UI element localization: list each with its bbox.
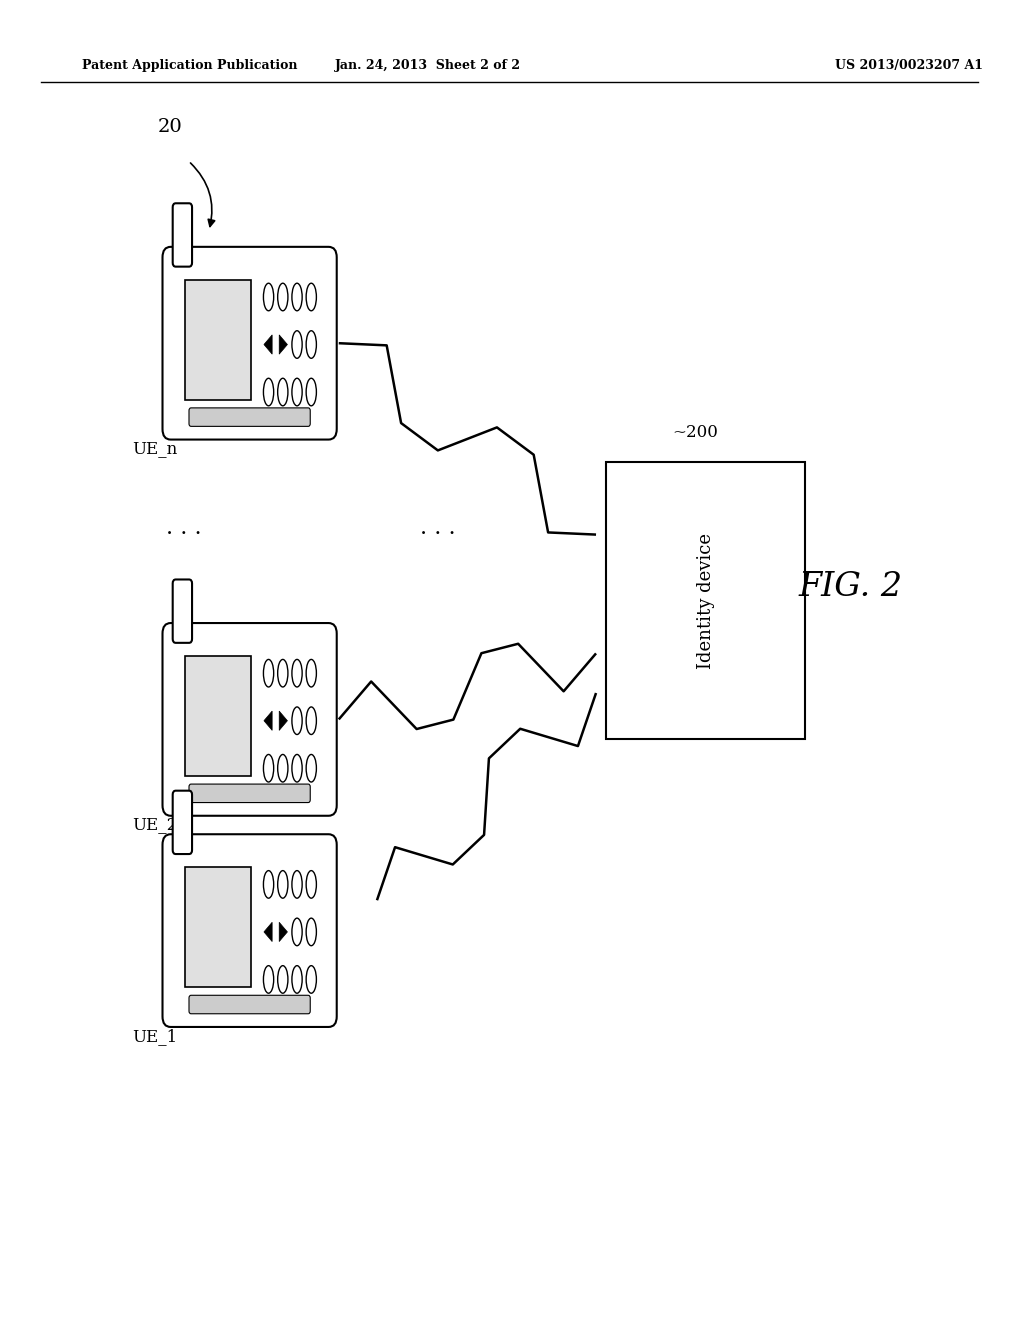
- Ellipse shape: [292, 284, 302, 310]
- Text: ~200: ~200: [673, 425, 718, 441]
- Polygon shape: [264, 923, 272, 941]
- Polygon shape: [264, 711, 272, 730]
- Polygon shape: [280, 711, 288, 730]
- Ellipse shape: [263, 966, 273, 993]
- Text: Jan. 24, 2013  Sheet 2 of 2: Jan. 24, 2013 Sheet 2 of 2: [335, 59, 521, 73]
- FancyBboxPatch shape: [189, 995, 310, 1014]
- FancyBboxPatch shape: [185, 656, 251, 776]
- FancyBboxPatch shape: [173, 791, 193, 854]
- Ellipse shape: [306, 708, 316, 734]
- Ellipse shape: [306, 966, 316, 993]
- Ellipse shape: [306, 755, 316, 781]
- Text: UE_n: UE_n: [132, 441, 178, 457]
- Ellipse shape: [263, 284, 273, 310]
- Text: Identity device: Identity device: [696, 532, 715, 669]
- FancyBboxPatch shape: [163, 623, 337, 816]
- Ellipse shape: [263, 755, 273, 781]
- Text: US 2013/0023207 A1: US 2013/0023207 A1: [836, 59, 983, 73]
- Ellipse shape: [278, 660, 288, 686]
- Ellipse shape: [278, 871, 288, 898]
- Ellipse shape: [292, 331, 302, 358]
- Text: UE_2: UE_2: [132, 817, 178, 833]
- Ellipse shape: [263, 379, 273, 405]
- FancyBboxPatch shape: [185, 867, 251, 987]
- Ellipse shape: [263, 660, 273, 686]
- Ellipse shape: [278, 966, 288, 993]
- Text: FIG. 2: FIG. 2: [799, 572, 903, 603]
- Ellipse shape: [278, 284, 288, 310]
- FancyBboxPatch shape: [163, 247, 337, 440]
- Text: Patent Application Publication: Patent Application Publication: [82, 59, 297, 73]
- Ellipse shape: [306, 331, 316, 358]
- Text: 20: 20: [158, 117, 182, 136]
- FancyArrowPatch shape: [190, 162, 215, 227]
- FancyBboxPatch shape: [173, 579, 193, 643]
- Ellipse shape: [292, 708, 302, 734]
- Ellipse shape: [292, 379, 302, 405]
- FancyBboxPatch shape: [189, 784, 310, 803]
- Polygon shape: [264, 335, 272, 354]
- Ellipse shape: [292, 966, 302, 993]
- FancyBboxPatch shape: [606, 462, 805, 739]
- Ellipse shape: [306, 871, 316, 898]
- Ellipse shape: [292, 755, 302, 781]
- FancyBboxPatch shape: [185, 280, 251, 400]
- Ellipse shape: [306, 284, 316, 310]
- FancyBboxPatch shape: [173, 203, 193, 267]
- Ellipse shape: [292, 919, 302, 945]
- Ellipse shape: [306, 379, 316, 405]
- Text: . . .: . . .: [420, 517, 456, 539]
- FancyBboxPatch shape: [189, 408, 310, 426]
- Ellipse shape: [263, 871, 273, 898]
- Ellipse shape: [292, 660, 302, 686]
- Polygon shape: [280, 923, 288, 941]
- Polygon shape: [280, 335, 288, 354]
- Text: . . .: . . .: [166, 517, 201, 539]
- Ellipse shape: [292, 871, 302, 898]
- Ellipse shape: [306, 660, 316, 686]
- Ellipse shape: [306, 919, 316, 945]
- Ellipse shape: [278, 755, 288, 781]
- FancyBboxPatch shape: [163, 834, 337, 1027]
- Text: UE_1: UE_1: [132, 1028, 178, 1044]
- Ellipse shape: [278, 379, 288, 405]
